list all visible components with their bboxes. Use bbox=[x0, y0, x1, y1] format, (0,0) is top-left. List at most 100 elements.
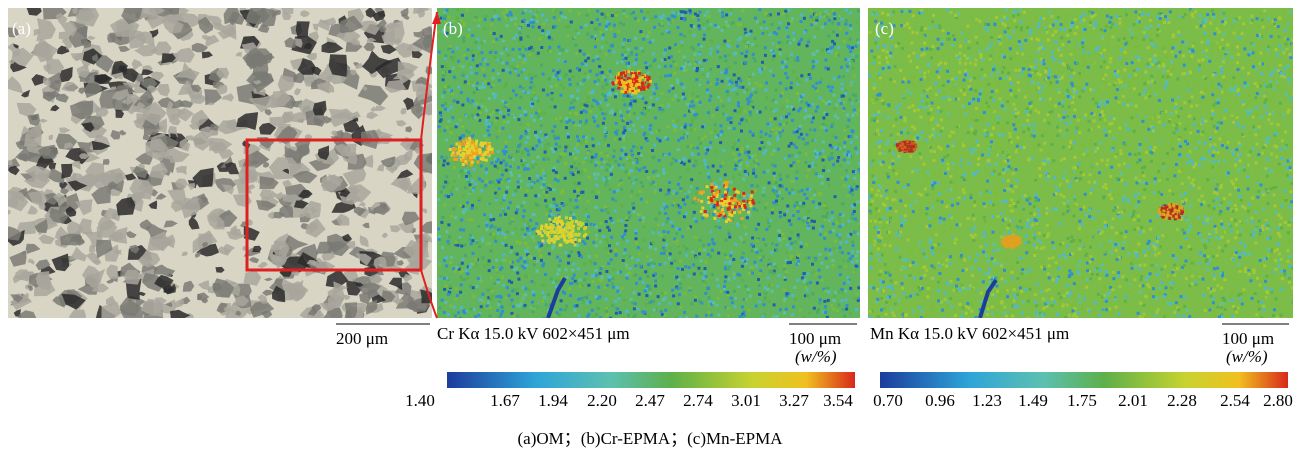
pixel bbox=[761, 61, 764, 64]
pixel bbox=[575, 167, 578, 170]
pixel bbox=[706, 88, 709, 91]
pixel bbox=[664, 65, 667, 68]
pixel bbox=[725, 239, 728, 242]
pixel bbox=[437, 160, 440, 163]
pixel bbox=[502, 106, 505, 109]
pixel bbox=[698, 24, 701, 27]
pixel bbox=[710, 47, 713, 50]
pixel bbox=[446, 126, 449, 129]
pixel bbox=[729, 12, 732, 15]
pixel bbox=[788, 8, 791, 11]
pixel bbox=[582, 301, 585, 304]
pixel bbox=[586, 237, 589, 240]
pixel bbox=[591, 318, 594, 321]
pixel bbox=[626, 95, 629, 98]
pixel bbox=[785, 273, 788, 276]
pixel bbox=[776, 138, 779, 141]
pixel bbox=[513, 268, 516, 271]
pixel bbox=[792, 32, 795, 35]
pixel bbox=[677, 148, 680, 151]
pixel bbox=[858, 168, 861, 171]
pixel bbox=[624, 153, 627, 156]
pixel bbox=[587, 57, 590, 60]
pixel bbox=[495, 119, 498, 122]
pixel bbox=[586, 315, 589, 318]
pixel bbox=[769, 263, 772, 266]
pixel bbox=[647, 263, 650, 266]
pixel bbox=[716, 278, 719, 281]
pixel bbox=[637, 308, 640, 311]
pixel bbox=[724, 197, 727, 200]
pixel bbox=[721, 15, 724, 18]
pixel bbox=[733, 152, 736, 155]
pixel bbox=[614, 209, 617, 212]
pixel bbox=[787, 22, 790, 25]
pixel bbox=[832, 264, 835, 267]
pixel bbox=[661, 292, 664, 295]
pixel bbox=[440, 156, 443, 159]
pixel bbox=[486, 242, 489, 245]
pixel bbox=[755, 228, 758, 231]
pixel bbox=[670, 84, 673, 87]
pixel bbox=[601, 209, 604, 212]
pixel bbox=[821, 182, 824, 185]
pixel bbox=[568, 119, 571, 122]
pixel bbox=[576, 188, 579, 191]
pixel bbox=[442, 186, 445, 189]
pixel bbox=[742, 259, 745, 262]
pixel bbox=[709, 68, 712, 71]
pixel bbox=[524, 9, 527, 12]
pixel bbox=[565, 223, 568, 226]
pixel bbox=[585, 136, 588, 139]
pixel bbox=[841, 291, 844, 294]
pixel bbox=[821, 49, 824, 52]
pixel bbox=[619, 138, 622, 141]
pixel bbox=[802, 137, 805, 140]
pixel bbox=[550, 98, 553, 101]
grain bbox=[7, 160, 13, 166]
pixel bbox=[609, 93, 612, 96]
pixel bbox=[771, 211, 774, 214]
pixel bbox=[755, 45, 758, 48]
pixel bbox=[839, 246, 842, 249]
pixel bbox=[480, 164, 483, 167]
pixel bbox=[560, 192, 563, 195]
pixel bbox=[565, 117, 568, 120]
pixel bbox=[808, 312, 811, 315]
pixel bbox=[489, 233, 492, 236]
pixel bbox=[664, 75, 667, 78]
pixel bbox=[511, 218, 514, 221]
pixel bbox=[449, 158, 452, 161]
pixel bbox=[584, 296, 587, 299]
pixel bbox=[635, 178, 638, 181]
pixel bbox=[831, 46, 834, 49]
pixel bbox=[683, 65, 686, 68]
pixel bbox=[644, 270, 647, 273]
pixel bbox=[533, 227, 536, 230]
pixel bbox=[439, 275, 442, 278]
pixel bbox=[677, 302, 680, 305]
pixel bbox=[643, 86, 646, 89]
pixel bbox=[500, 35, 503, 38]
pixel bbox=[758, 8, 761, 11]
pixel bbox=[813, 220, 816, 223]
pixel bbox=[671, 14, 674, 17]
pixel bbox=[525, 275, 528, 278]
pixel bbox=[506, 62, 509, 65]
pixel bbox=[663, 252, 666, 255]
pixel bbox=[623, 38, 626, 41]
pixel bbox=[672, 98, 675, 101]
pixel bbox=[805, 257, 808, 260]
pixel bbox=[626, 240, 629, 243]
pixel bbox=[737, 285, 740, 288]
pixel bbox=[830, 152, 833, 155]
pixel bbox=[464, 156, 467, 159]
pixel bbox=[696, 147, 699, 150]
pixel bbox=[700, 272, 703, 275]
pixel bbox=[602, 76, 605, 79]
pixel bbox=[444, 15, 447, 18]
pixel bbox=[455, 125, 458, 128]
pixel bbox=[517, 278, 520, 281]
pixel bbox=[497, 281, 500, 284]
pixel bbox=[786, 105, 789, 108]
